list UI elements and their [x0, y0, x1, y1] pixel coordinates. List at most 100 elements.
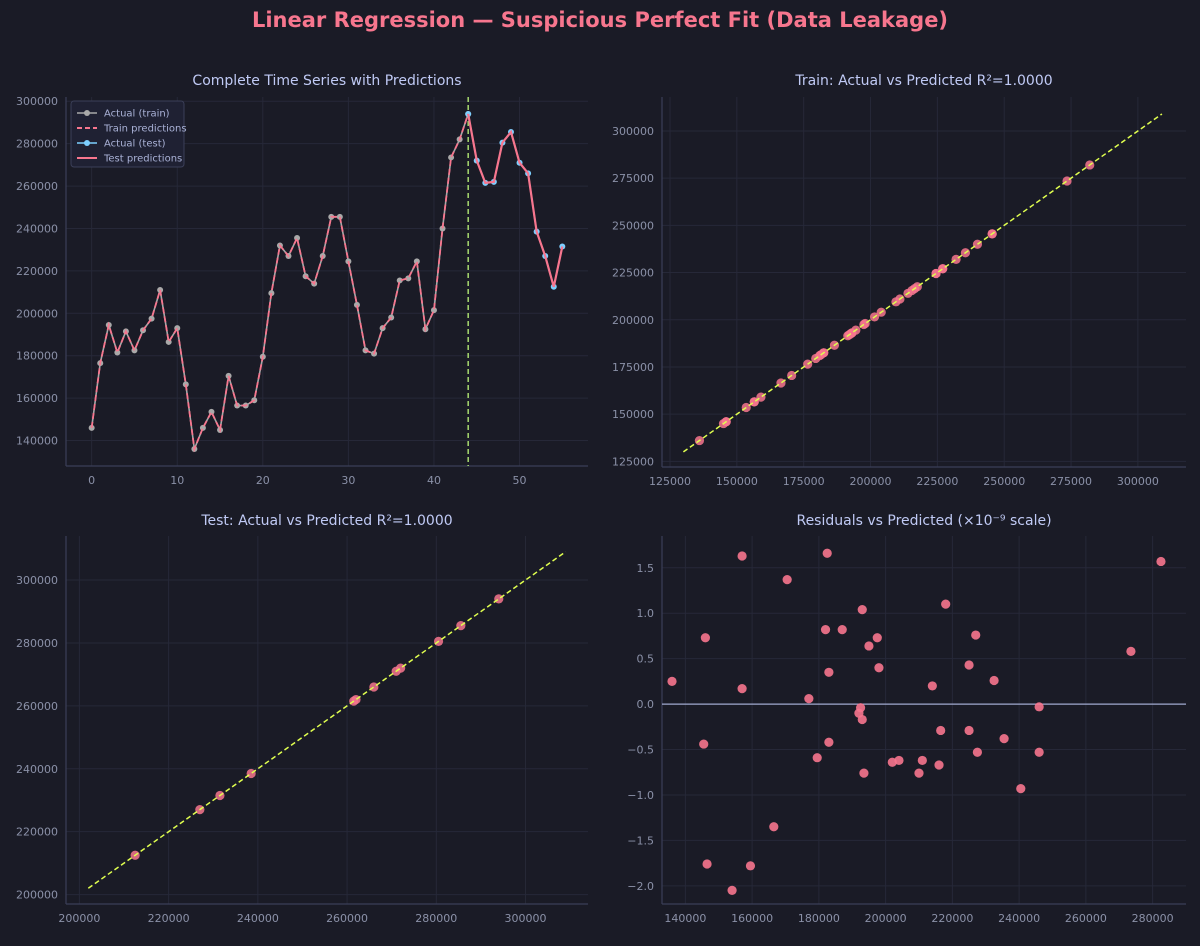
- x-tick-label: 30: [341, 474, 355, 487]
- y-tick-label: 200000: [16, 307, 58, 320]
- x-tick-label: 240000: [237, 912, 279, 925]
- y-tick-label: 280000: [16, 138, 58, 151]
- actual-train-point: [336, 213, 343, 220]
- y-tick-label: 175000: [612, 361, 654, 374]
- actual-train-point: [182, 381, 189, 388]
- actual-train-point: [439, 225, 446, 232]
- y-tick-label: 220000: [16, 265, 58, 278]
- actual-test-point: [465, 110, 472, 117]
- scatter-point: [351, 694, 361, 705]
- panel-title: Test: Actual vs Predicted R²=1.0000: [200, 513, 452, 529]
- x-tick-label: 220000: [931, 912, 973, 925]
- residual-point: [804, 694, 814, 704]
- residual-point: [874, 663, 884, 673]
- residual-point: [769, 822, 779, 832]
- grid: [66, 536, 588, 904]
- x-tick-label: 20: [256, 474, 270, 487]
- residual-point: [934, 760, 944, 770]
- residual-point: [812, 753, 822, 763]
- residual-point: [745, 861, 756, 871]
- y-tick-label: 275000: [612, 172, 654, 185]
- y-tick-label: −1.5: [627, 834, 654, 847]
- residual-point: [699, 739, 709, 749]
- legend: Actual (train) Train predictions Actual (t…: [70, 100, 187, 168]
- ideal-fit-line: [682, 113, 1163, 453]
- residual-point: [964, 660, 974, 670]
- residual-point: [857, 605, 867, 615]
- residual-point: [1034, 747, 1044, 757]
- residual-point: [972, 747, 983, 757]
- y-tick-label: 1.5: [637, 562, 655, 575]
- residual-point: [857, 714, 867, 725]
- legend-marker: [84, 110, 90, 116]
- x-tick-label: 160000: [731, 912, 773, 925]
- x-tick-label: 280000: [1132, 912, 1174, 925]
- y-tick-label: 125000: [612, 455, 654, 468]
- x-tick-label: 300000: [1117, 475, 1159, 488]
- test-prediction-line: [467, 113, 564, 288]
- legend-entry: Actual (test): [104, 139, 166, 150]
- y-tick-label: 0.5: [637, 653, 655, 666]
- residual-point: [941, 599, 951, 609]
- x-tick-label: 300000: [505, 912, 547, 925]
- test-scatter-chart: 200000 220000 240000 260000 280000 300000 2000…: [16, 513, 588, 925]
- actual-train-point: [396, 277, 403, 284]
- residual-point: [1016, 784, 1026, 794]
- actual-test-line: [467, 113, 564, 288]
- x-tick-label: 10: [170, 474, 184, 487]
- y-tick-label: 160000: [16, 392, 58, 405]
- scatter-point: [246, 768, 256, 779]
- y-tick-label: 180000: [16, 350, 58, 363]
- residual-point: [859, 768, 869, 778]
- y-tick-label: 260000: [16, 700, 58, 713]
- actual-train-point: [413, 258, 420, 265]
- residual-point: [872, 633, 882, 643]
- y-tick-label: 240000: [16, 763, 58, 776]
- residual-point: [989, 675, 999, 686]
- residual-point: [820, 624, 831, 635]
- residual-point: [964, 725, 974, 736]
- actual-train-point: [294, 235, 301, 242]
- y-tick-label: 300000: [16, 574, 58, 587]
- scatter-point: [776, 378, 786, 388]
- train-prediction-line: [90, 113, 470, 453]
- scatter-point: [396, 663, 406, 673]
- y-tick-label: 0.0: [637, 698, 655, 711]
- scatter-point: [912, 282, 922, 292]
- x-tick-label: 225000: [916, 475, 958, 488]
- x-tick-label: 260000: [326, 912, 368, 925]
- x-tick-label: 180000: [798, 912, 840, 925]
- x-tick-label: 50: [513, 474, 527, 487]
- train-scatter-chart: 125000 150000 175000 200000 225000 250000 2750…: [612, 73, 1186, 488]
- legend-entry: Test predictions: [103, 154, 182, 165]
- x-tick-label: 260000: [1065, 912, 1107, 925]
- y-tick-label: 240000: [16, 222, 58, 235]
- x-tick-label: 150000: [716, 475, 758, 488]
- y-tick-label: 225000: [612, 267, 654, 280]
- grid: [662, 536, 1186, 904]
- legend-entry: Actual (train): [104, 109, 170, 120]
- x-tick-label: 220000: [148, 912, 190, 925]
- residual-point: [822, 548, 832, 558]
- residual-point: [737, 551, 747, 561]
- residual-point: [837, 624, 847, 635]
- x-tick-label: 200000: [58, 912, 100, 925]
- legend-marker: [84, 140, 90, 146]
- grid: [662, 97, 1186, 467]
- residual-point: [700, 633, 710, 643]
- y-tick-label: 150000: [612, 408, 654, 421]
- panel-title: Complete Time Series with Predictions: [192, 73, 461, 89]
- panel-title: Residuals vs Predicted (×10⁻⁹ scale): [796, 513, 1051, 529]
- residual-point: [927, 681, 937, 691]
- y-tick-label: 260000: [16, 180, 58, 193]
- y-tick-label: 200000: [16, 889, 58, 902]
- actual-train-point: [448, 154, 455, 161]
- scatter-point: [860, 318, 870, 329]
- residual-point: [936, 725, 946, 736]
- scatter-point: [456, 621, 466, 631]
- residual-point: [782, 575, 792, 585]
- y-tick-label: 220000: [16, 826, 58, 839]
- x-tick-label: 140000: [664, 912, 706, 925]
- residual-point: [702, 859, 712, 869]
- y-tick-label: −2.0: [627, 880, 654, 893]
